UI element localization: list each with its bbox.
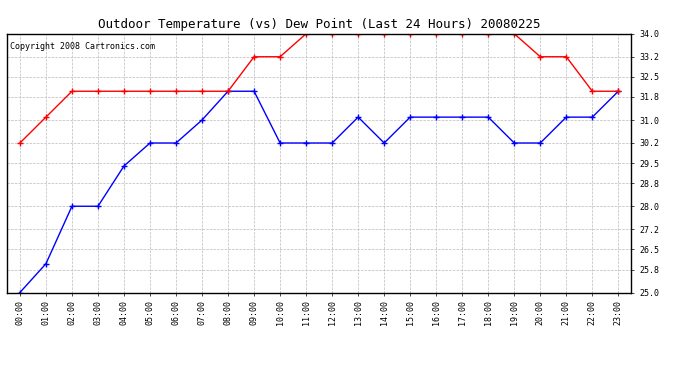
Text: Copyright 2008 Cartronics.com: Copyright 2008 Cartronics.com — [10, 42, 155, 51]
Title: Outdoor Temperature (vs) Dew Point (Last 24 Hours) 20080225: Outdoor Temperature (vs) Dew Point (Last… — [98, 18, 540, 31]
